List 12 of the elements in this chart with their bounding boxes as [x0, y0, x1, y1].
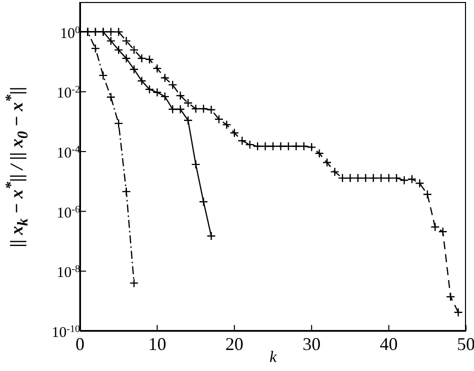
x-tick-label: 10 [148, 334, 166, 354]
y-tick-label: 10$^{0}$ [60, 24, 80, 42]
y-tick-label: 10$^{-8}$ [56, 264, 80, 282]
x-axis-title: k [269, 349, 277, 367]
x-tick-label: 40 [380, 334, 398, 354]
y-tick-label: 10$^{-4}$ [56, 144, 80, 162]
x-tick-label: 50 [457, 334, 474, 354]
x-tick-label: 0 [76, 334, 84, 354]
y-tick-label: 10$^{-2}$ [56, 84, 80, 102]
y-tick-label: 10$^{-6}$ [56, 204, 80, 222]
x-tick-label: 20 [225, 334, 244, 354]
x-tick-label: 30 [302, 334, 321, 354]
